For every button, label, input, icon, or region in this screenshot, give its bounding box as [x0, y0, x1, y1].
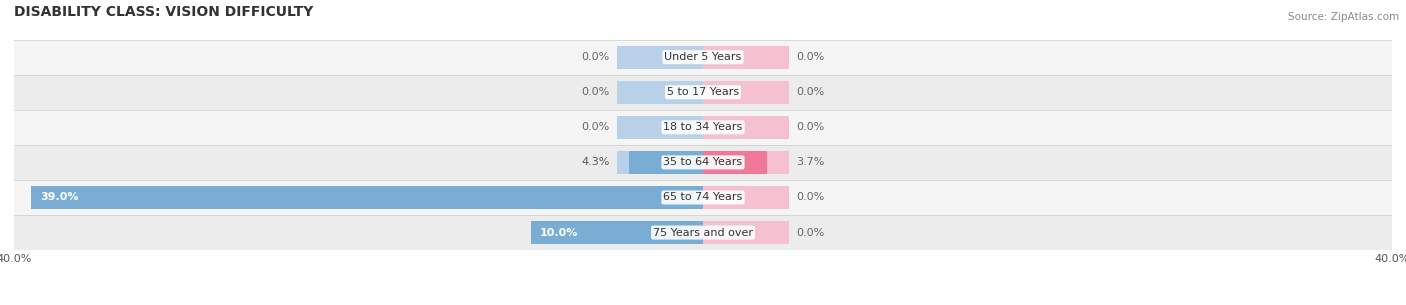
Text: 0.0%: 0.0%	[582, 122, 610, 132]
Bar	[617, 116, 703, 139]
Bar	[31, 186, 703, 209]
Text: 0.0%: 0.0%	[796, 228, 824, 238]
Bar	[14, 110, 1392, 145]
Text: 65 to 74 Years: 65 to 74 Years	[664, 192, 742, 203]
Bar	[617, 151, 703, 174]
Text: 39.0%: 39.0%	[39, 192, 79, 203]
Text: DISABILITY CLASS: VISION DIFFICULTY: DISABILITY CLASS: VISION DIFFICULTY	[14, 5, 314, 19]
Bar	[617, 81, 703, 104]
Bar	[703, 151, 789, 174]
Bar	[14, 40, 1392, 75]
Bar	[703, 81, 789, 104]
Text: 5 to 17 Years: 5 to 17 Years	[666, 87, 740, 97]
Text: 0.0%: 0.0%	[796, 52, 824, 62]
Text: 0.0%: 0.0%	[796, 122, 824, 132]
Text: 0.0%: 0.0%	[582, 87, 610, 97]
Bar	[531, 221, 703, 244]
Bar	[14, 215, 1392, 250]
Bar	[703, 186, 789, 209]
Bar	[14, 75, 1392, 110]
Text: 35 to 64 Years: 35 to 64 Years	[664, 157, 742, 167]
Bar	[617, 46, 703, 69]
Bar	[14, 145, 1392, 180]
Text: Source: ZipAtlas.com: Source: ZipAtlas.com	[1288, 12, 1399, 22]
Text: 75 Years and over: 75 Years and over	[652, 228, 754, 238]
Bar	[531, 221, 703, 244]
Bar	[703, 116, 789, 139]
Text: 18 to 34 Years: 18 to 34 Years	[664, 122, 742, 132]
Bar	[703, 46, 789, 69]
Bar	[703, 151, 766, 174]
Text: Under 5 Years: Under 5 Years	[665, 52, 741, 62]
Bar	[31, 186, 703, 209]
Bar	[14, 180, 1392, 215]
Text: 0.0%: 0.0%	[796, 87, 824, 97]
Bar	[628, 151, 703, 174]
Text: 10.0%: 10.0%	[540, 228, 578, 238]
Text: 0.0%: 0.0%	[796, 192, 824, 203]
Text: 3.7%: 3.7%	[796, 157, 824, 167]
Bar	[703, 221, 789, 244]
Text: 4.3%: 4.3%	[582, 157, 610, 167]
Text: 0.0%: 0.0%	[582, 52, 610, 62]
